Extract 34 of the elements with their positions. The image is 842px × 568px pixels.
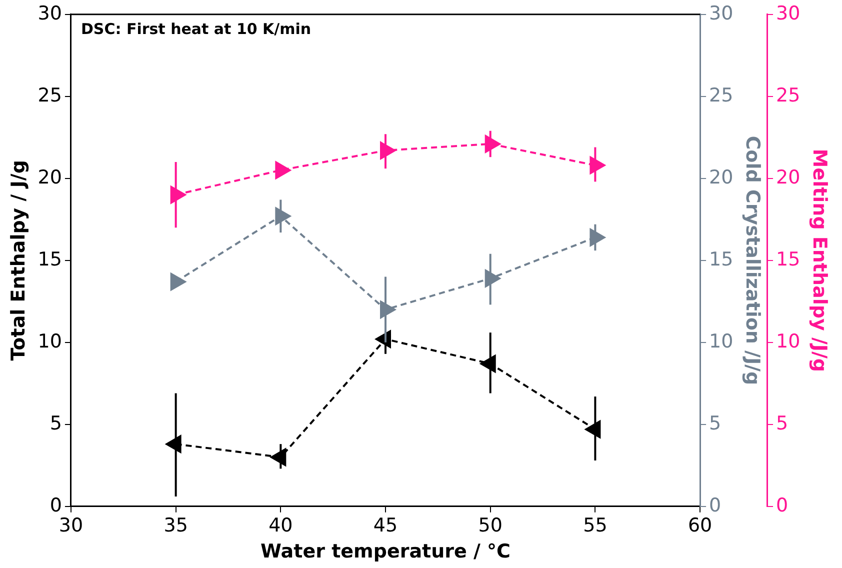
y2-tick-label: 25 [709,84,734,106]
x-tick-label: 50 [478,514,502,537]
annotation: DSC: First heat at 10 K/min [80,20,312,38]
y-tick-label: 10 [38,330,62,352]
y-axis-title: Total Enthalpy / J/g [7,160,30,361]
y3-tick-label: 15 [776,248,800,270]
y-tick-label: 20 [38,166,62,188]
y3-tick-label: 0 [776,494,788,516]
y3-axis-title: Melting Enthalpy /J/g [808,148,831,372]
y2-axis-title: Cold Crystallization /J/g [742,136,764,386]
y3-tick-label: 30 [776,2,800,24]
y2-tick-label: 20 [709,166,734,188]
x-tick-label: 40 [268,514,293,537]
y3-tick-label: 5 [776,412,788,434]
y3-tick-label: 10 [776,330,800,352]
x-axis-title: Water temperature / °C [260,540,511,563]
x-tick-label: 60 [688,514,712,537]
y-tick-label: 15 [38,248,62,270]
y2-tick-label: 5 [709,412,722,434]
y3-tick-label: 20 [776,166,800,188]
y-tick-label: 0 [50,494,62,516]
y2-tick-label: 0 [709,494,722,516]
y2-tick-label: 30 [709,2,734,24]
x-tick-label: 55 [583,514,608,537]
point [170,272,186,291]
x-tick-label: 35 [164,514,188,537]
y-tick-label: 25 [38,84,62,106]
y2-tick-label: 15 [709,248,734,270]
y-tick-label: 30 [38,2,62,24]
y-tick-label: 5 [50,412,62,434]
point [275,161,291,179]
y3-tick-label: 25 [776,84,800,106]
y2-tick-label: 10 [709,330,734,352]
x-tick-label: 45 [373,514,398,537]
